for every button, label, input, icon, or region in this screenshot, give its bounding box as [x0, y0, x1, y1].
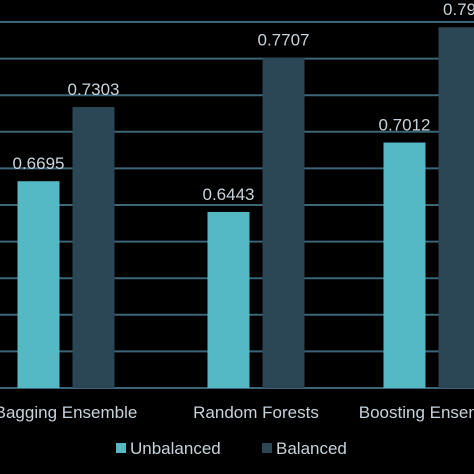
category-label: Boosting Ensemble — [359, 403, 474, 422]
legend-swatch-unbalanced — [116, 443, 126, 453]
category-label: Random Forests — [193, 403, 319, 422]
bar-unbalanced-1 — [17, 181, 60, 388]
data-label: 0.7707 — [258, 31, 310, 50]
category-label: Bagging Ensemble — [0, 403, 137, 422]
legend: Unbalanced Balanced — [116, 439, 347, 458]
data-label: 0.79 — [443, 0, 474, 19]
legend-swatch-balanced — [262, 443, 272, 453]
data-label: 0.6695 — [13, 154, 65, 173]
bar-balanced-1 — [72, 107, 115, 388]
data-label: 0.7303 — [68, 80, 120, 99]
bar-unbalanced-3 — [383, 142, 426, 388]
data-label: 0.7012 — [379, 116, 431, 135]
legend-label-balanced: Balanced — [276, 439, 347, 458]
bar-balanced-3 — [438, 27, 474, 388]
bar-unbalanced-2 — [207, 211, 250, 388]
legend-label-unbalanced: Unbalanced — [130, 439, 221, 458]
bars — [17, 27, 474, 388]
bar-balanced-2 — [262, 57, 305, 388]
data-labels: 0.6695 0.7303 0.6443 0.7707 0.7012 0.79 — [13, 0, 474, 204]
category-labels: Bagging Ensemble Random Forests Boosting E… — [0, 403, 474, 422]
data-label: 0.6443 — [203, 185, 255, 204]
